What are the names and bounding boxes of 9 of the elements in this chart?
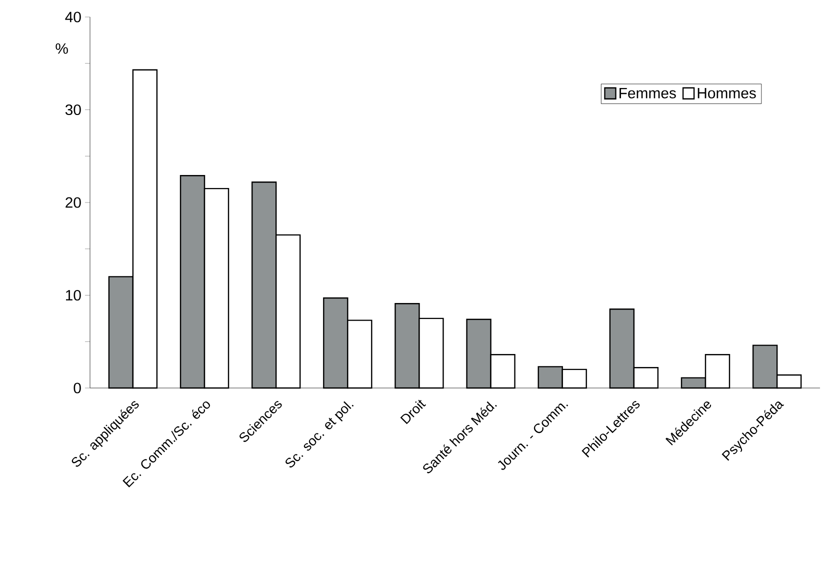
y-tick-label: 30 [65,104,81,116]
y-tick-label: 0 [74,382,81,394]
y-tick-label: 20 [66,197,81,208]
y-tick-label: 40 [65,12,81,22]
y-axis-title: % [56,43,68,54]
legend-label: Femmes [620,88,676,98]
legend-label: Hommes [698,88,756,98]
y-tick-label: 10 [66,290,81,301]
x-tick-label: Sc. soc. et pol. [286,401,354,468]
